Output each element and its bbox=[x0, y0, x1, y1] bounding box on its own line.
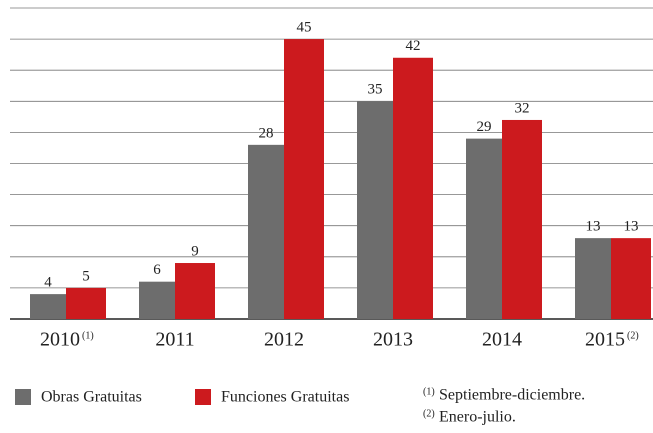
value-label: 45 bbox=[297, 20, 312, 36]
legend-label: Obras Gratuitas bbox=[41, 389, 142, 406]
category-note: (1) bbox=[82, 330, 94, 341]
value-label: 4 bbox=[44, 275, 52, 291]
value-label: 5 bbox=[82, 268, 90, 284]
bar bbox=[175, 263, 215, 319]
x-tick-label: 2013 bbox=[373, 329, 413, 351]
value-label: 13 bbox=[586, 219, 601, 235]
x-tick-label: 2010 bbox=[40, 329, 80, 351]
bar bbox=[66, 287, 106, 319]
footnote-text: Septiembre-diciembre. bbox=[439, 387, 585, 404]
x-tick-label: 2015 bbox=[585, 329, 625, 351]
x-tick-label: 2012 bbox=[264, 329, 304, 351]
x-tick-label: 2011 bbox=[155, 329, 194, 351]
value-label: 42 bbox=[406, 38, 421, 54]
bar bbox=[139, 281, 175, 319]
footnote-mark: (2) bbox=[423, 408, 435, 419]
bar bbox=[393, 57, 433, 319]
bar bbox=[284, 39, 324, 319]
value-label: 35 bbox=[368, 82, 383, 98]
value-label: 32 bbox=[515, 100, 530, 116]
bar bbox=[30, 294, 66, 319]
value-label: 9 bbox=[191, 243, 199, 259]
value-label: 28 bbox=[259, 125, 274, 141]
legend-label: Funciones Gratuitas bbox=[221, 389, 349, 406]
bar bbox=[502, 119, 542, 320]
x-tick-label: 2014 bbox=[482, 329, 522, 351]
value-label: 29 bbox=[477, 119, 492, 135]
legend-swatch bbox=[15, 389, 31, 405]
footnote-text: Enero-julio. bbox=[439, 409, 516, 426]
category-note: (2) bbox=[627, 330, 639, 341]
bar bbox=[357, 101, 393, 319]
bar bbox=[466, 138, 502, 319]
legend-swatch bbox=[195, 389, 211, 405]
value-label: 6 bbox=[153, 262, 161, 278]
footnote-mark: (1) bbox=[423, 386, 435, 397]
bar bbox=[248, 144, 284, 319]
bar bbox=[575, 238, 611, 319]
bar bbox=[611, 238, 651, 319]
value-label: 13 bbox=[624, 219, 639, 235]
